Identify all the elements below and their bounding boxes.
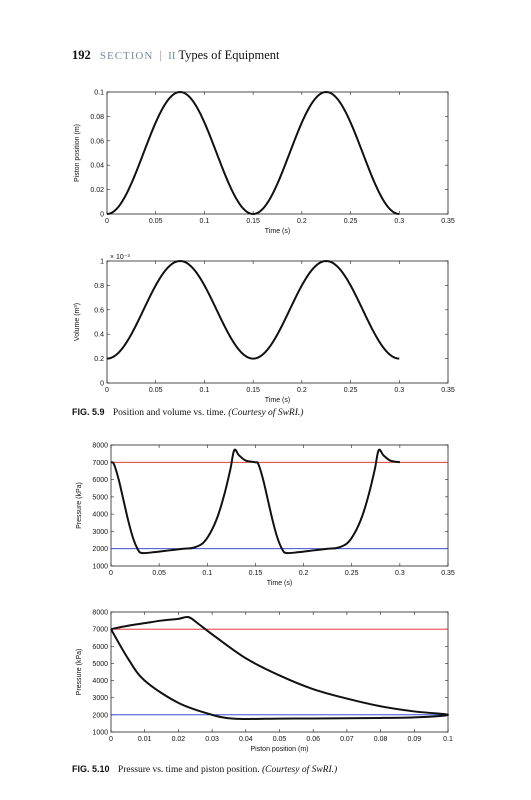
x-tick-label: 0.2 (297, 218, 307, 225)
y-axis-label: Piston position (m) (74, 124, 81, 182)
y-axis-label: Volume (m³) (74, 303, 81, 341)
x-tick-label: 0.09 (407, 736, 421, 743)
x-tick-label: 0.05 (273, 736, 287, 743)
section-label: SECTION (99, 50, 154, 62)
y-tick-label: 3000 (92, 529, 108, 536)
x-tick-label: 0.05 (152, 570, 166, 577)
figure-label: FIG. 5.10 (72, 764, 110, 774)
x-tick-label: 0.25 (344, 218, 358, 225)
section-title: Types of Equipment (178, 48, 280, 62)
x-tick-label: 0 (105, 218, 109, 225)
y-tick-label: 0.06 (90, 138, 104, 145)
y-tick-label: 1 (100, 259, 104, 266)
position-chart: 0 0.05 0.1 0.15 0.2 0.25 0.3 0.35 0 0.02 0.04 0.06 0… (74, 90, 455, 236)
x-tick-label: 0.35 (441, 570, 455, 577)
x-axis-label: Time (s) (265, 397, 290, 404)
x-tick-label: 0.02 (172, 736, 186, 743)
page-number: 192 (72, 48, 91, 62)
y-tick-label: 3000 (92, 695, 108, 702)
volume-chart: 0 0.05 0.1 0.15 0.2 0.25 0.3 0.35 0 0.2 0.4 0.6 0.8 1… (74, 254, 455, 404)
y-tick-label: 0.8 (94, 283, 104, 290)
x-tick-label: 0.07 (340, 736, 354, 743)
figure-label: FIG. 5.9 (72, 407, 105, 417)
caption-credit: (Courtesy of SwRI.) (261, 765, 338, 775)
x-tick-label: 0 (105, 387, 109, 394)
x-tick-label: 0 (109, 570, 113, 577)
y-tick-label: 8000 (92, 443, 108, 450)
x-tick-label: 0.1 (443, 736, 453, 743)
x-tick-label: 0.35 (441, 218, 455, 225)
plot-frame (110, 611, 449, 733)
x-tick-label: 0.3 (394, 218, 404, 225)
y-tick-label: 7000 (92, 460, 108, 467)
y-tick-label: 0.08 (90, 114, 104, 121)
x-tick-label: 0.01 (138, 736, 152, 743)
y-exponent-label: × 10⁻³ (110, 254, 131, 261)
series-line-0 (110, 448, 401, 555)
x-tick-label: 0.1 (200, 218, 210, 225)
x-tick-label: 0.1 (202, 570, 212, 577)
y-tick-label: 4000 (92, 678, 108, 685)
x-tick-label: 0.15 (249, 570, 263, 577)
x-tick-label: 0.03 (205, 736, 219, 743)
x-tick-label: 0.2 (299, 570, 309, 577)
x-tick-label: 0 (109, 736, 113, 743)
section-separator: | (159, 48, 162, 62)
caption-text: Pressure vs. time and piston position. (117, 765, 260, 775)
x-tick-label: 0.1 (200, 387, 210, 394)
y-axis-label: Pressure (kPa) (76, 482, 83, 529)
y-tick-label: 4000 (92, 512, 108, 519)
x-tick-label: 0.25 (345, 570, 359, 577)
x-axis-label: Piston position (m) (251, 746, 309, 753)
series-line-0 (106, 260, 400, 360)
y-tick-label: 2000 (92, 546, 108, 553)
x-tick-label: 0.08 (374, 736, 388, 743)
y-tick-label: 6000 (92, 644, 108, 651)
x-tick-label: 0.3 (395, 570, 405, 577)
plot-frame (106, 260, 449, 384)
figure-caption-5-9: FIG. 5.9 Position and volume vs. time. (… (72, 407, 303, 418)
x-tick-label: 0.2 (297, 387, 307, 394)
section-numeral: II (168, 50, 176, 62)
page-header: 192 SECTION | II Types of Equipment (72, 48, 280, 63)
x-tick-label: 0.06 (306, 736, 320, 743)
pressure-time-chart: 0 0.05 0.1 0.15 0.2 0.25 0.3 0.35 1000 2000 3000 40… (76, 443, 455, 588)
series-line-0 (110, 615, 449, 720)
x-tick-label: 0.04 (239, 736, 253, 743)
plot-frame (110, 444, 449, 567)
caption-text: Position and volume vs. time. (112, 408, 226, 418)
y-tick-label: 0.6 (94, 307, 104, 314)
y-tick-label: 0.2 (94, 356, 104, 363)
y-tick-label: 6000 (92, 477, 108, 484)
x-tick-label: 0.05 (149, 218, 163, 225)
y-tick-label: 1000 (92, 730, 108, 737)
x-tick-label: 0.05 (149, 387, 163, 394)
y-tick-label: 0 (100, 212, 104, 219)
y-tick-label: 5000 (92, 494, 108, 501)
y-tick-label: 8000 (92, 610, 108, 617)
x-tick-label: 0.25 (344, 387, 358, 394)
y-tick-label: 0.02 (90, 187, 104, 194)
y-axis-label: Pressure (kPa) (76, 649, 83, 696)
x-axis-label: Time (s) (265, 228, 290, 235)
y-tick-label: 2000 (92, 712, 108, 719)
x-tick-label: 0.35 (441, 387, 455, 394)
y-tick-label: 0.4 (94, 332, 104, 339)
y-tick-label: 0.1 (94, 90, 104, 97)
x-tick-label: 0.15 (246, 218, 260, 225)
pressure-position-chart: 0 0.01 0.02 0.03 0.04 0.05 0.06 0.07 0.08 0.09 0.1… (76, 610, 453, 754)
x-axis-label: Time (s) (267, 580, 292, 587)
y-tick-label: 1000 (92, 564, 108, 571)
y-tick-label: 0.04 (90, 163, 104, 170)
x-tick-label: 0.3 (394, 387, 404, 394)
figure-caption-5-10: FIG. 5.10 Pressure vs. time and piston p… (72, 764, 337, 775)
x-tick-label: 0.15 (246, 387, 260, 394)
y-tick-label: 5000 (92, 661, 108, 668)
caption-credit: (Courtesy of SwRI.) (228, 408, 304, 418)
y-tick-label: 7000 (92, 627, 108, 634)
y-tick-label: 0 (100, 381, 104, 388)
plot-frame (106, 91, 449, 215)
series-line-0 (106, 91, 400, 215)
